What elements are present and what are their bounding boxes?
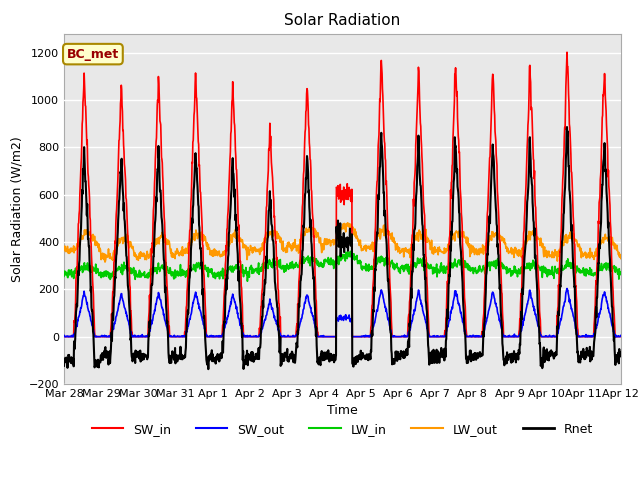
LW_in <box>429 264 437 270</box>
Rnet <box>563 124 571 130</box>
Line: SW_in: SW_in <box>64 52 621 336</box>
LW_in <box>244 278 252 284</box>
Rnet <box>246 358 254 363</box>
Legend: SW_in, SW_out, LW_in, LW_out, Rnet: SW_in, SW_out, LW_in, LW_out, Rnet <box>87 418 598 441</box>
LW_in <box>552 269 559 275</box>
SW_out <box>61 334 68 339</box>
Y-axis label: Solar Radiation (W/m2): Solar Radiation (W/m2) <box>10 136 23 282</box>
Rnet <box>617 349 625 355</box>
SW_in <box>429 334 436 339</box>
SW_in <box>170 334 178 339</box>
LW_out <box>344 220 351 226</box>
Line: LW_out: LW_out <box>64 223 621 262</box>
SW_out <box>171 334 179 339</box>
Rnet <box>170 351 178 357</box>
LW_out <box>246 243 254 249</box>
LW_in <box>60 274 68 279</box>
SW_in <box>60 334 68 339</box>
LW_out <box>184 240 192 246</box>
Title: Solar Radiation: Solar Radiation <box>284 13 401 28</box>
Text: BC_met: BC_met <box>67 48 119 60</box>
LW_out <box>552 250 559 255</box>
SW_out <box>429 333 437 339</box>
LW_out <box>171 252 179 257</box>
SW_in <box>617 334 625 339</box>
LW_in <box>184 267 191 273</box>
Rnet <box>205 366 212 372</box>
LW_out <box>101 259 109 265</box>
Line: SW_out: SW_out <box>64 288 621 336</box>
LW_in <box>347 249 355 254</box>
Rnet <box>429 350 437 356</box>
Line: LW_in: LW_in <box>64 252 621 281</box>
SW_out <box>246 334 254 339</box>
LW_in <box>617 270 625 276</box>
LW_out <box>60 245 68 251</box>
LW_in <box>502 264 510 270</box>
Rnet <box>60 363 68 369</box>
SW_out <box>563 286 571 291</box>
SW_out <box>502 334 509 339</box>
Line: Rnet: Rnet <box>64 127 621 369</box>
LW_out <box>617 256 625 262</box>
LW_out <box>429 251 437 257</box>
SW_out <box>184 324 192 329</box>
SW_out <box>60 333 68 338</box>
Rnet <box>551 350 559 356</box>
SW_in <box>551 334 559 339</box>
LW_in <box>246 266 254 272</box>
SW_out <box>551 334 559 339</box>
Rnet <box>184 308 191 313</box>
SW_in <box>246 334 254 339</box>
SW_in <box>563 49 571 55</box>
Rnet <box>502 354 509 360</box>
SW_out <box>617 333 625 338</box>
SW_in <box>502 334 509 339</box>
X-axis label: Time: Time <box>327 405 358 418</box>
SW_in <box>184 274 191 279</box>
LW_in <box>170 269 178 275</box>
LW_out <box>502 244 510 250</box>
